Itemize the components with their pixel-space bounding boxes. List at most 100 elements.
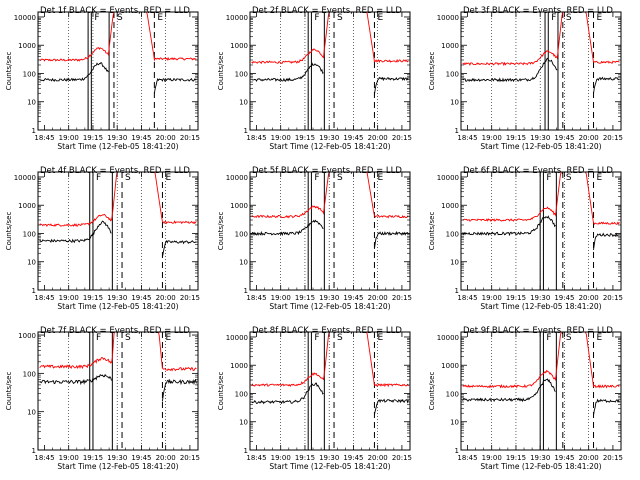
y-tick-label: 10	[27, 99, 36, 107]
marker-label-f: F	[94, 13, 99, 23]
x-axis-label: Start Time (12-Feb-05 18:41:20)	[269, 302, 390, 311]
x-axis-label: Start Time (12-Feb-05 18:41:20)	[269, 142, 390, 151]
y-tick-label: 10	[450, 419, 459, 427]
x-tick-label: 19:15	[506, 294, 526, 302]
x-axis-label: Start Time (12-Feb-05 18:41:20)	[57, 302, 178, 311]
y-tick-label: 100	[446, 70, 459, 78]
x-tick-label: 19:30	[107, 294, 127, 302]
marker-label-s: S	[337, 333, 343, 343]
y-tick-label: 1	[455, 127, 459, 135]
plot-frame	[37, 331, 199, 451]
x-tick-label: 19:45	[131, 454, 151, 462]
y-tick-label: 1000	[18, 332, 36, 340]
marker-label-e: E	[377, 13, 383, 23]
x-tick-label: 18:45	[34, 454, 54, 462]
x-tick-label: 19:30	[319, 294, 339, 302]
events-series-line	[462, 57, 620, 94]
x-tick-label: 19:45	[343, 294, 363, 302]
marker-label-f: F	[96, 173, 101, 183]
marker-label-e: E	[377, 173, 383, 183]
marker-label-s: S	[117, 13, 123, 23]
y-tick-label: 10	[239, 419, 248, 427]
y-tick-label: 10000	[226, 14, 248, 22]
marker-label-s: S	[566, 13, 572, 23]
marker-label-e: E	[597, 333, 603, 343]
lld-series-line	[39, 331, 197, 372]
plot-frame	[249, 11, 411, 131]
marker-label-f: F	[314, 13, 319, 23]
events-series-line	[462, 378, 620, 416]
marker-label-e: E	[597, 13, 603, 23]
x-axis-label: Start Time (12-Feb-05 18:41:20)	[57, 142, 178, 151]
plot-frame	[249, 171, 411, 291]
events-series-line	[251, 382, 409, 415]
x-tick-label: 20:00	[579, 294, 599, 302]
x-tick-label: 19:30	[107, 454, 127, 462]
x-tick-label: 19:45	[554, 134, 574, 142]
marker-label-s: S	[337, 13, 343, 23]
y-tick-label: 10	[27, 259, 36, 267]
panel-title: Det 7f BLACK = Events, RED = LLD	[40, 326, 190, 336]
events-series-line	[462, 215, 620, 250]
x-tick-label: 19:00	[482, 454, 502, 462]
x-tick-label: 19:00	[271, 454, 291, 462]
y-tick-label: 10	[239, 99, 248, 107]
x-tick-label: 19:45	[131, 294, 151, 302]
marker-label-s: S	[337, 173, 343, 183]
plot-frame	[460, 331, 622, 451]
marker-label-f: F	[551, 13, 556, 23]
x-tick-label: 19:30	[319, 454, 339, 462]
y-tick-label: 1	[455, 287, 459, 295]
x-tick-label: 19:15	[83, 454, 103, 462]
y-tick-label: 10000	[437, 334, 459, 342]
marker-label-f: F	[546, 173, 551, 183]
panel-title: Det 2f BLACK = Events, RED = LLD	[252, 6, 402, 16]
y-tick-label: 1000	[18, 42, 36, 50]
y-axis-label: Counts/sec	[217, 372, 225, 411]
x-tick-label: 20:15	[603, 134, 623, 142]
y-axis-label: Counts/sec	[428, 372, 436, 411]
x-tick-label: 20:15	[180, 134, 200, 142]
x-tick-label: 20:00	[579, 454, 599, 462]
x-tick-label: 19:45	[554, 294, 574, 302]
x-tick-label: 18:45	[34, 134, 54, 142]
x-tick-label: 20:15	[180, 294, 200, 302]
x-tick-label: 18:45	[246, 454, 266, 462]
x-tick-label: 20:00	[156, 454, 176, 462]
y-tick-label: 10000	[437, 174, 459, 182]
y-axis-label: Counts/sec	[217, 52, 225, 91]
marker-label-f: F	[314, 173, 319, 183]
events-series-line	[39, 62, 197, 94]
events-series-line	[39, 373, 197, 402]
plot-frame	[37, 11, 199, 131]
x-tick-label: 20:00	[156, 294, 176, 302]
y-tick-label: 1000	[441, 362, 459, 370]
x-axis-label: Start Time (12-Feb-05 18:41:20)	[57, 462, 178, 471]
panel-title: Det 8f BLACK = Events, RED = LLD	[252, 326, 402, 336]
y-tick-label: 100	[235, 230, 248, 238]
x-tick-label: 19:00	[59, 134, 79, 142]
panel-title: Det 3f BLACK = Events, RED = LLD	[463, 6, 613, 16]
marker-label-e: E	[165, 333, 171, 343]
marker-label-e: E	[157, 13, 163, 23]
y-tick-label: 1000	[18, 202, 36, 210]
marker-label-f: F	[96, 333, 101, 343]
events-series-line	[251, 219, 409, 249]
y-axis-label: Counts/sec	[217, 212, 225, 251]
x-tick-label: 19:15	[295, 134, 315, 142]
x-tick-label: 20:00	[579, 134, 599, 142]
y-tick-label: 1000	[230, 362, 248, 370]
x-axis-label: Start Time (12-Feb-05 18:41:20)	[480, 302, 601, 311]
x-tick-label: 18:45	[457, 294, 477, 302]
y-tick-label: 100	[446, 230, 459, 238]
x-tick-label: 19:15	[506, 454, 526, 462]
y-axis-label: Counts/sec	[428, 212, 436, 251]
x-axis-label: Start Time (12-Feb-05 18:41:20)	[480, 462, 601, 471]
y-tick-label: 1000	[230, 202, 248, 210]
